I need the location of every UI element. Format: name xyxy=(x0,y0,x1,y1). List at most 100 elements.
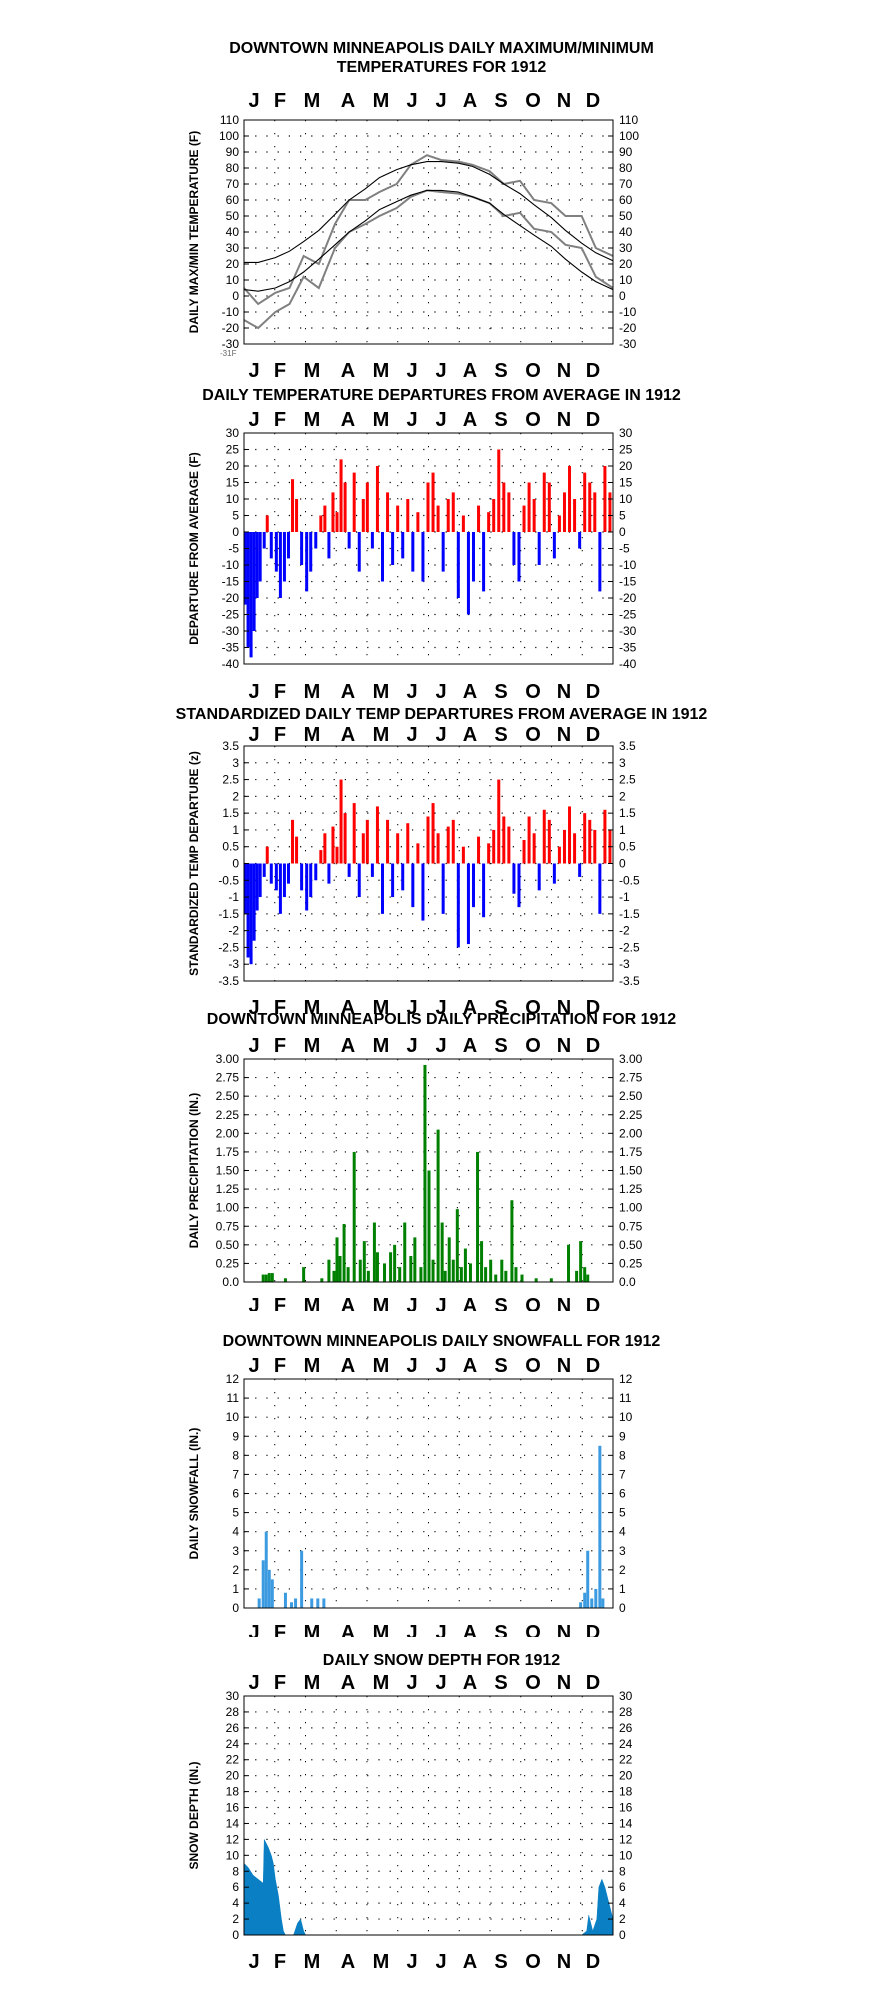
y-tick-label-left: 18 xyxy=(226,1785,240,1799)
y-axis-label: DAILY PRECIPITATION (IN.) xyxy=(187,1093,201,1249)
bar xyxy=(598,1445,602,1608)
bar xyxy=(547,819,551,864)
bar xyxy=(568,466,572,532)
month-label-top: O xyxy=(525,1355,541,1377)
y-tick-label-left: -20 xyxy=(222,321,240,335)
bar xyxy=(261,1274,265,1282)
y-tick-label-right: -3.5 xyxy=(619,974,640,988)
y-tick-label-left: 2 xyxy=(232,1912,239,1926)
bar xyxy=(283,1592,287,1608)
bar xyxy=(270,1273,274,1282)
month-label-top: A xyxy=(341,90,355,112)
y-tick-label-left: 0 xyxy=(232,525,239,539)
month-label-top: J xyxy=(248,409,259,431)
bar xyxy=(447,1237,451,1282)
bar xyxy=(294,1598,298,1608)
bar xyxy=(504,1270,508,1282)
bar xyxy=(456,532,460,598)
bar xyxy=(381,863,385,914)
y-tick-label-left: -30 xyxy=(222,337,240,351)
chart1-subtitle: TEMPERATURES FOR 1912 xyxy=(336,59,547,76)
y-tick-label-right: 10 xyxy=(619,1410,633,1424)
y-tick-label-left: 25 xyxy=(226,443,240,457)
record-low-annotation: -31F xyxy=(220,349,237,358)
y-tick-label-left: 6 xyxy=(232,1880,239,1894)
month-label-bottom: J xyxy=(248,681,259,703)
y-tick-label-left: 24 xyxy=(226,1737,240,1751)
y-tick-label-left: 15 xyxy=(226,476,240,490)
y-tick-label-right: 0.25 xyxy=(619,1256,643,1270)
month-label-top: M xyxy=(304,724,321,746)
month-label-bottom: F xyxy=(274,1622,286,1637)
month-label-top: J xyxy=(435,90,446,112)
bar xyxy=(270,1579,274,1608)
bar xyxy=(419,1267,423,1282)
y-tick-label-right: 6 xyxy=(619,1487,626,1501)
bar xyxy=(459,1267,463,1282)
y-tick-label-left: -25 xyxy=(222,608,240,622)
month-label-bottom: A xyxy=(463,1295,477,1311)
bar xyxy=(361,833,365,864)
bar xyxy=(487,843,491,864)
month-label-bottom: D xyxy=(586,681,600,703)
bar xyxy=(389,1252,393,1282)
bar xyxy=(396,833,400,864)
y-tick-label-left: 2 xyxy=(232,789,239,803)
y-tick-label-left: 0.50 xyxy=(216,1238,240,1252)
bar xyxy=(327,532,331,559)
month-label-top: A xyxy=(463,724,477,746)
y-tick-label-right: -40 xyxy=(619,657,637,671)
y-tick-label-left: 1 xyxy=(232,1582,239,1596)
y-tick-label-left: -20 xyxy=(222,591,240,605)
bar xyxy=(274,532,278,572)
bar xyxy=(278,532,282,598)
y-tick-label-right: 11 xyxy=(619,1391,632,1405)
bar xyxy=(320,1278,324,1282)
month-label-bottom: M xyxy=(304,1295,321,1311)
month-label-top: O xyxy=(525,1672,541,1694)
y-tick-label-left: -10 xyxy=(222,305,240,319)
month-label-top: D xyxy=(586,1035,600,1057)
bar xyxy=(451,819,455,864)
bar xyxy=(436,833,440,864)
bar xyxy=(436,505,440,532)
month-label-top: A xyxy=(463,1035,477,1057)
bar xyxy=(309,532,313,572)
month-label-bottom: D xyxy=(586,360,600,380)
snow-depth-area xyxy=(243,1839,614,1936)
bar xyxy=(393,1244,397,1282)
y-tick-label-left: 5 xyxy=(232,1506,239,1520)
bar xyxy=(386,492,390,532)
bar xyxy=(332,1270,336,1282)
month-label-top: O xyxy=(525,724,541,746)
bar xyxy=(286,532,290,559)
bar xyxy=(335,1237,339,1282)
y-tick-label-right: 3.00 xyxy=(619,1052,643,1066)
bar xyxy=(466,532,470,615)
bar xyxy=(537,863,541,891)
month-label-top: M xyxy=(304,90,321,112)
bar xyxy=(300,863,304,891)
month-label-top: J xyxy=(248,90,259,112)
y-tick-label-right: 40 xyxy=(619,225,633,239)
bar xyxy=(431,803,435,864)
y-tick-label-right: 30 xyxy=(619,426,633,440)
month-label-bottom: J xyxy=(435,681,446,703)
bar xyxy=(594,1588,598,1608)
y-tick-label-right: -0.5 xyxy=(619,873,640,887)
bar xyxy=(482,863,486,918)
bar xyxy=(507,492,511,532)
bar xyxy=(300,532,304,565)
month-label-top: M xyxy=(304,1672,321,1694)
bar xyxy=(338,1255,342,1282)
bar xyxy=(542,809,546,864)
month-label-top: N xyxy=(557,1672,571,1694)
bar xyxy=(431,472,435,532)
y-tick-label-right: 18 xyxy=(619,1785,633,1799)
bar xyxy=(480,1241,484,1282)
y-tick-label-left: 10 xyxy=(226,492,240,506)
bar xyxy=(401,532,405,559)
bar xyxy=(323,505,327,532)
y-tick-label-left: -3 xyxy=(228,957,239,971)
bar xyxy=(282,532,286,582)
